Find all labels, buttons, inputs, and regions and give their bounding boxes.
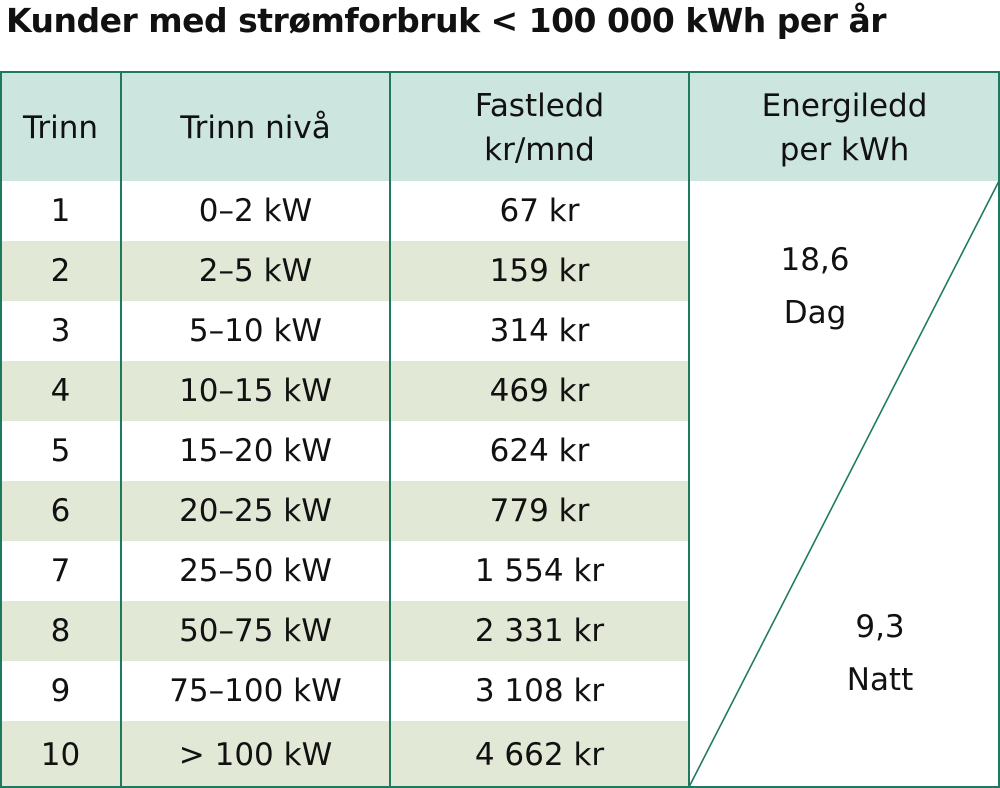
cell-niva: 15–20 kW [179, 433, 332, 469]
cell-trinn: 10 [40, 736, 81, 773]
cell-trinn: 6 [50, 493, 71, 529]
page-title: Kunder med strømforbruk < 100 000 kWh pe… [6, 1, 887, 40]
header-fastledd-line1: Fastledd [474, 88, 605, 124]
header-niva: Trinn nivå [121, 71, 390, 181]
cell-trinn: 2 [50, 253, 71, 289]
cell-fastledd: 1 554 kr [474, 553, 605, 589]
cell-niva: 10–15 kW [179, 373, 332, 409]
table-row: 8 50–75 kW 2 331 kr [0, 601, 689, 661]
table-borders [0, 71, 1000, 788]
table-row: 9 75–100 kW 3 108 kr [0, 661, 689, 721]
table-row: 5 15–20 kW 624 kr [0, 421, 689, 481]
header-energiledd: Energiledd per kWh [689, 71, 1000, 181]
header-niva-label: Trinn nivå [180, 110, 331, 146]
header-fastledd: Fastledd kr/mnd [390, 71, 689, 181]
energiledd-dag-label: Dag [783, 295, 847, 331]
cell-niva: 50–75 kW [179, 613, 332, 649]
table-row: 2 2–5 kW 159 kr [0, 241, 689, 301]
table-row: 10 > 100 kW 4 662 kr [0, 721, 689, 788]
table-row: 3 5–10 kW 314 kr [0, 301, 689, 361]
cell-trinn: 5 [50, 433, 71, 469]
energiledd-natt-label: Natt [846, 662, 914, 698]
cell-trinn: 4 [50, 373, 71, 409]
cell-fastledd: 159 kr [489, 253, 590, 289]
cell-niva: 20–25 kW [179, 493, 332, 529]
cell-fastledd: 624 kr [489, 433, 590, 469]
cell-niva: 2–5 kW [198, 253, 313, 289]
header-trinn: Trinn [0, 71, 121, 181]
cell-fastledd: 67 kr [499, 193, 580, 229]
cell-fastledd: 469 kr [489, 373, 590, 409]
header-trinn-label: Trinn [22, 110, 99, 146]
cell-trinn: 1 [50, 193, 71, 229]
header-energiledd-line2: per kWh [779, 132, 910, 168]
cell-trinn: 8 [50, 613, 71, 649]
cell-niva: > 100 kW [178, 736, 333, 773]
cell-fastledd: 314 kr [489, 313, 590, 349]
energiledd-natt-value: 9,3 [855, 609, 905, 645]
cell-niva: 5–10 kW [188, 313, 323, 349]
energiledd-diagonal [688, 180, 1000, 788]
cell-niva: 0–2 kW [198, 193, 313, 229]
energiledd-natt: 9,3 Natt [825, 601, 935, 707]
cell-fastledd: 3 108 kr [474, 673, 605, 709]
cell-trinn: 7 [50, 553, 71, 589]
energiledd-dag: 18,6 Dag [760, 234, 870, 340]
cell-trinn: 3 [50, 313, 71, 349]
cell-fastledd: 779 kr [489, 493, 590, 529]
cell-fastledd: 2 331 kr [474, 613, 605, 649]
cell-trinn: 9 [50, 673, 71, 709]
table-row: 7 25–50 kW 1 554 kr [0, 541, 689, 601]
cell-niva: 25–50 kW [179, 553, 332, 589]
header-energiledd-line1: Energiledd [761, 88, 928, 124]
cell-fastledd: 4 662 kr [474, 736, 605, 773]
header-fastledd-line2: kr/mnd [484, 132, 595, 168]
price-table: Trinn Trinn nivå Fastledd kr/mnd Energil… [0, 71, 1000, 788]
table-row: 4 10–15 kW 469 kr [0, 361, 689, 421]
cell-niva: 75–100 kW [169, 673, 342, 709]
energiledd-dag-value: 18,6 [780, 242, 850, 278]
table-row: 6 20–25 kW 779 kr [0, 481, 689, 541]
table-row: 1 0–2 kW 67 kr [0, 181, 689, 241]
